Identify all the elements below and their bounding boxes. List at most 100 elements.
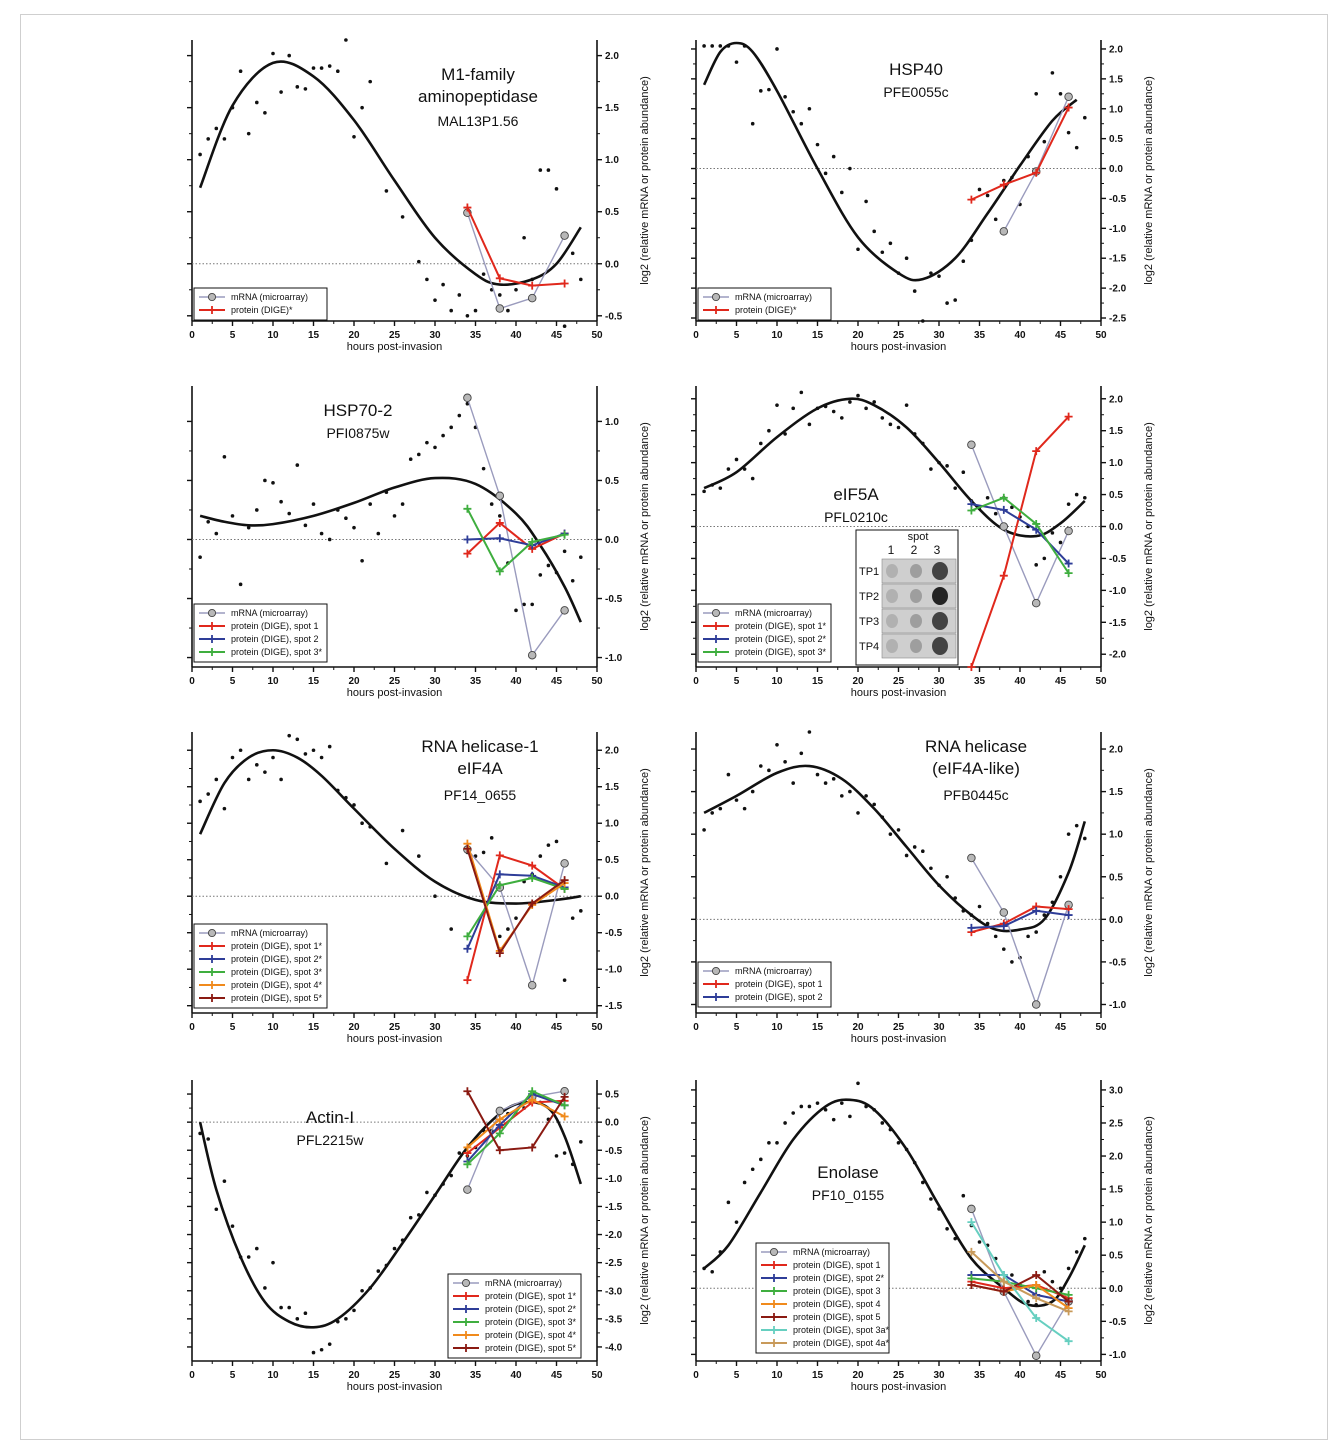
x-tick-label: 35 <box>974 330 986 341</box>
legend-label: protein (DIGE), spot 3* <box>735 647 827 657</box>
scatter-point <box>800 1105 804 1109</box>
legend-label: protein (DIGE), spot 3* <box>231 967 323 977</box>
protein-marker <box>463 976 471 984</box>
scatter-point <box>978 188 982 192</box>
scatter-point <box>832 155 836 159</box>
scatter-point <box>287 54 291 58</box>
y-tick-label: -0.5 <box>1109 554 1127 565</box>
scatter-point <box>223 137 227 141</box>
scatter-point <box>1034 930 1038 934</box>
scatter-point <box>710 1270 714 1274</box>
chart-panel-4: 0 5 10 15 20 25 30 35 40 45 50hours post-invasion-… <box>691 386 1155 699</box>
spot-inset: spot1 2 3TP1TP2TP3TP4 <box>856 530 958 665</box>
legend-label: mRNA (microarray) <box>793 1247 870 1257</box>
scatter-point <box>449 927 453 931</box>
scatter-point <box>727 1201 731 1205</box>
scatter-point <box>986 496 990 500</box>
series-line-5 <box>467 1100 564 1148</box>
mrna-marker <box>1065 93 1073 101</box>
y-tick-label: 2.0 <box>1109 394 1123 405</box>
legend-label: protein (DIGE), spot 2* <box>735 634 827 644</box>
scatter-point <box>1026 1300 1030 1304</box>
scatter-point <box>320 66 324 70</box>
x-tick-label: 30 <box>429 1370 441 1381</box>
x-axis-label: hours post-invasion <box>347 1381 442 1393</box>
mrna-marker <box>968 854 976 862</box>
gene-id: PFL0210c <box>824 509 888 525</box>
scatter-point <box>279 1306 283 1310</box>
scatter-point <box>247 778 251 782</box>
y-axis-label: log2 (relative mRNA or protein abundance… <box>1143 1116 1155 1325</box>
protein-marker <box>496 274 504 282</box>
scatter-point <box>458 293 462 297</box>
y-axis-label: log2 (relative mRNA or protein abundance… <box>639 422 651 631</box>
mrna-marker <box>1032 1001 1040 1009</box>
scatter-point <box>223 455 227 459</box>
y-axis-label: log2 (relative mRNA or protein abundance… <box>639 1116 651 1325</box>
x-tick-label: 40 <box>510 1022 522 1033</box>
scatter-point <box>881 1121 885 1125</box>
scatter-point <box>458 1151 462 1155</box>
scatter-point <box>816 773 820 777</box>
scatter-point <box>800 391 804 395</box>
scatter-point <box>377 1269 381 1273</box>
scatter-point <box>263 479 267 483</box>
panel-title: aminopeptidase <box>418 87 538 106</box>
gel-spot <box>910 589 922 603</box>
y-tick-label: 0.0 <box>1109 522 1123 533</box>
scatter-point <box>791 1111 795 1115</box>
x-tick-label: 40 <box>510 676 522 687</box>
inset-row-label: TP1 <box>859 566 879 578</box>
scatter-point <box>808 423 812 427</box>
scatter-point <box>206 137 210 141</box>
scatter-point <box>808 730 812 734</box>
scatter-point <box>279 778 283 782</box>
y-tick-label: -1.5 <box>605 1202 623 1213</box>
x-tick-label: 50 <box>591 1370 603 1381</box>
y-tick-label: 0.0 <box>1109 164 1123 175</box>
legend-label: mRNA (microarray) <box>735 292 812 302</box>
y-tick-label: 0.5 <box>1109 872 1123 883</box>
gel-spot <box>932 587 948 605</box>
x-tick-label: 10 <box>771 1022 783 1033</box>
scatter-point <box>482 272 486 276</box>
scatter-point <box>539 573 543 577</box>
protein-marker <box>528 282 536 290</box>
inset-title: spot <box>908 531 929 543</box>
x-axis-label: hours post-invasion <box>851 1033 946 1045</box>
scatter-point <box>328 745 332 749</box>
scatter-point <box>563 549 567 553</box>
scatter-point <box>791 110 795 114</box>
y-axis-label: log2 (relative mRNA or protein abundance… <box>639 76 651 285</box>
scatter-point <box>231 514 235 518</box>
y-tick-label: 0.0 <box>605 892 619 903</box>
y-tick-label: -1.5 <box>1109 618 1127 629</box>
gel-spot <box>910 564 922 578</box>
legend-label: protein (DIGE), spot 3a* <box>793 1325 890 1335</box>
scatter-point <box>547 843 551 847</box>
series-line-1 <box>971 858 1068 1004</box>
x-tick-label: 40 <box>510 330 522 341</box>
scatter-point <box>206 792 210 796</box>
scatter-point <box>409 1216 413 1220</box>
scatter-point <box>474 309 478 313</box>
y-tick-label: -1.0 <box>1109 1350 1127 1361</box>
legend-marker <box>208 293 215 300</box>
scatter-point <box>530 603 534 607</box>
x-tick-label: 30 <box>933 330 945 341</box>
scatter-point <box>555 187 559 191</box>
y-tick-label: -1.5 <box>605 1001 623 1012</box>
x-tick-label: 0 <box>693 1022 699 1033</box>
protein-marker <box>967 507 975 515</box>
scatter-point <box>1075 146 1079 150</box>
protein-marker <box>496 851 504 859</box>
panel-title: RNA helicase <box>925 737 1027 756</box>
mrna-marker <box>496 1107 504 1115</box>
scatter-point <box>239 583 243 587</box>
panel-title: HSP40 <box>889 60 943 79</box>
x-tick-label: 0 <box>189 330 195 341</box>
scatter-point <box>953 298 957 302</box>
scatter-point <box>872 230 876 234</box>
y-tick-label: -2.5 <box>605 1258 623 1269</box>
y-tick-label: 0.0 <box>605 535 619 546</box>
